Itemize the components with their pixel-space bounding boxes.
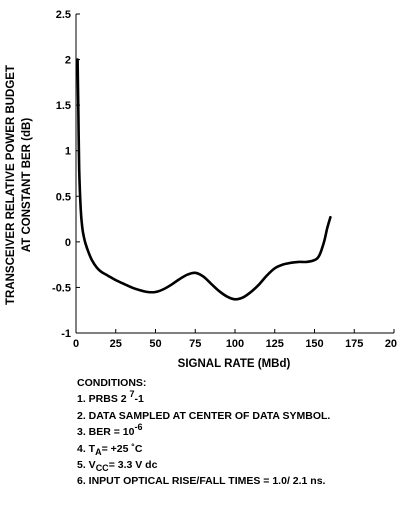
- condition-1: 1. PRBS 2 7-1: [77, 389, 392, 407]
- condition-5-suffix: = 3.3 V dc: [108, 459, 158, 472]
- y-tick-label-5: 0: [65, 237, 71, 249]
- series-layer: [76, 58, 332, 301]
- condition-1-exponent: 7: [129, 389, 135, 400]
- chart: TRANSCEIVER RELATIVE POWER BUDGET AT CON…: [5, 9, 397, 370]
- x-axis-label: SIGNAL RATE (MBd): [178, 358, 291, 370]
- condition-1-text: 1. PRBS 2: [77, 393, 127, 406]
- y-tick-label-4: 0.5: [56, 191, 71, 203]
- x-tick-label-6: 150: [305, 338, 323, 350]
- x-tick-label-2: 50: [149, 338, 161, 350]
- x-tick-label-8: 200: [385, 338, 397, 350]
- condition-5-subscript: CC: [95, 463, 109, 474]
- x-tick-label-4: 100: [226, 338, 244, 350]
- y-axis-label: TRANSCEIVER RELATIVE POWER BUDGET AT CON…: [5, 65, 33, 305]
- x-tick-label-0: 0: [73, 338, 79, 350]
- condition-5: 5. VCC= 3.3 V dc: [77, 457, 392, 473]
- y-tick-label-3: 1: [65, 146, 71, 158]
- x-tick-label-5: 125: [266, 338, 284, 350]
- condition-4-subscript: A: [95, 446, 102, 457]
- condition-6: 6. INPUT OPTICAL RISE/FALL TIMES = 1.0/ …: [77, 475, 326, 488]
- x-tick-label-1: 25: [110, 338, 122, 350]
- y-tick-label-6: -0.5: [52, 282, 71, 294]
- y-tick-label-1: 2: [65, 55, 71, 67]
- condition-3: 3. BER = 10-6: [77, 422, 392, 440]
- x-tick-label-3: 75: [189, 338, 201, 350]
- condition-1-suffix: -1: [134, 393, 144, 406]
- condition-4-prefix: 4. T: [77, 442, 96, 455]
- condition-3-exponent: -6: [134, 422, 143, 433]
- condition-2: 2. DATA SAMPLED AT CENTER OF DATA SYMBOL…: [77, 409, 331, 422]
- y-tick-label-7: -1: [61, 328, 71, 340]
- y-axis-label-line-1: TRANSCEIVER RELATIVE POWER BUDGET: [5, 65, 17, 305]
- conditions-block: CONDITIONS: 1. PRBS 2 7-1 2. DATA SAMPLE…: [77, 375, 392, 490]
- y-tick-label-2: 1.5: [56, 100, 71, 112]
- condition-3-text: 3. BER = 10: [77, 426, 135, 439]
- condition-5-prefix: 5. V: [77, 459, 96, 472]
- series-line-0: [76, 58, 332, 301]
- conditions-heading: CONDITIONS:: [77, 377, 147, 389]
- x-tick-label-7: 175: [345, 338, 363, 350]
- y-axis-label-line-2: AT CONSTANT BER (dB): [21, 118, 33, 253]
- condition-4-suffix: = +25 ˚C: [101, 442, 143, 455]
- condition-4: 4. TA= +25 ˚C: [77, 441, 392, 457]
- y-tick-label-0: 2.5: [56, 9, 71, 21]
- y-axis-ticks: 2.5 2 1.5 1 0.5 0 -0.5 -1: [52, 9, 80, 340]
- x-axis-ticks: 0 25 50 75 100 125 150 175 200: [73, 329, 397, 350]
